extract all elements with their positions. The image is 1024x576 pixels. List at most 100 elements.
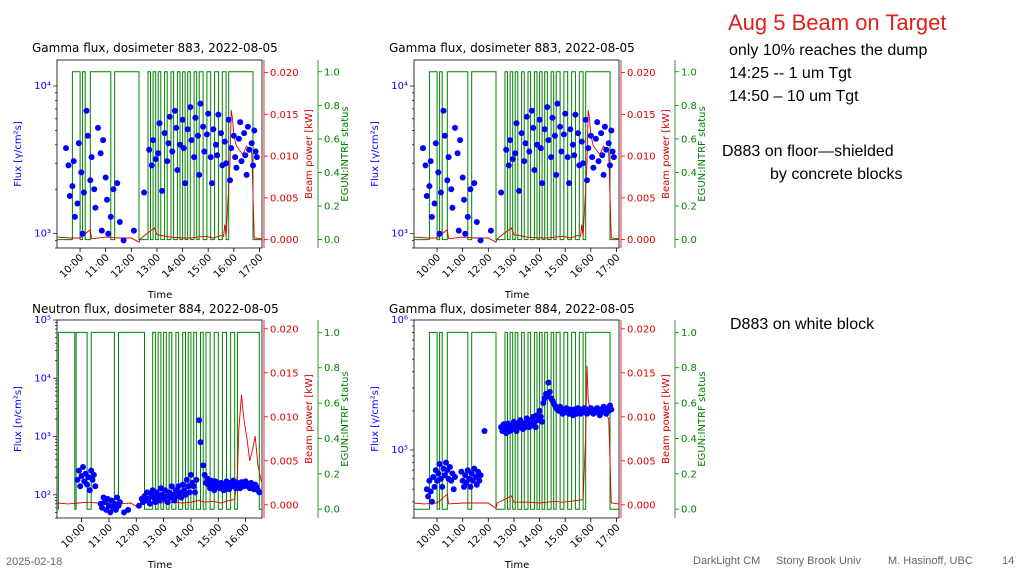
flux-point [590,164,597,171]
flux-point [74,200,81,207]
flux-point [196,171,203,178]
flux-point [498,189,505,196]
flux-point [187,471,194,478]
x-tick-label: 14:00 [161,252,189,280]
egun-tick-label: 1.0 [324,67,340,78]
flux-point [152,156,159,163]
flux-point [599,152,606,159]
x-tick-label: 11:00 [84,252,112,280]
note-floor-line1: D883 on floor—shielded [722,143,894,160]
x-tick-label: 14:00 [518,522,546,550]
flux-point [608,406,615,413]
series-beam-power [414,110,619,243]
flux-point [505,162,512,169]
beam-tick-label: 0.020 [627,68,656,79]
flux-point [221,138,228,145]
flux-point [174,167,181,173]
flux-point [459,174,466,181]
flux-point [594,119,601,126]
egun-tick-label: 0.4 [681,434,697,445]
flux-point [155,150,162,157]
flux-point [194,132,201,139]
x-tick-label: 13:00 [135,252,163,280]
x-tick-label: 11:00 [87,522,115,550]
flux-point [242,152,249,159]
plot-area [57,331,262,516]
flux-point [200,462,207,469]
flux-point [422,162,429,169]
beam-tick-label: 0.010 [627,152,656,163]
flux-point [75,467,82,474]
flux-point [566,180,572,187]
flux-point [193,476,200,483]
y-axis-label: Flux [γ/cm²s] [370,121,381,187]
chart-title: Gamma flux, dosimeter 884, 2022-08-05 [389,302,635,316]
y-tick-label: 10³ [34,229,51,240]
flux-point [230,132,237,139]
flux-point [607,162,613,169]
x-tick-label: 16:00 [569,252,597,280]
egun-axis-label: EGUN:INTRF status [697,371,708,466]
flux-point [477,237,484,244]
x-tick-label: 15:00 [196,522,224,550]
flux-point [97,150,104,157]
x-tick-label: 14:00 [169,522,197,550]
flux-point [220,487,227,494]
flux-point [168,483,175,490]
flux-point [146,500,153,507]
x-tick-label: 17:00 [237,252,265,280]
flux-point [159,187,166,194]
flux-point [512,150,519,157]
flux-point [92,204,99,211]
flux-point [440,107,447,114]
flux-point [74,476,81,483]
y-tick-label: 10⁵ [391,445,408,456]
x-tick-label: 10:00 [58,252,86,280]
egun-axis-label: EGUN:INTRF status [697,106,708,201]
flux-point [537,145,544,152]
flux-point [237,119,244,126]
flux-point [83,107,90,114]
flux-point [190,483,197,490]
chart-gamma-883-left: Gamma flux, dosimeter 883, 2022-08-05 10³… [0,40,360,302]
egun-tick-label: 0.2 [324,469,340,480]
x-tick-label: 12:00 [114,522,142,550]
flux-point [610,154,617,161]
note-white-block: D883 on white block [730,316,875,333]
flux-point [513,120,520,127]
flux-point [589,154,596,161]
flux-point [423,193,430,199]
flux-point [156,120,163,127]
flux-point [503,146,510,153]
flux-point [441,132,448,139]
x-tick-label: 17:00 [594,252,622,280]
flux-point [89,476,96,483]
flux-point [63,145,69,152]
flux-point [551,132,558,139]
x-tick-label: 10:00 [415,252,443,280]
plot-frame [413,59,620,249]
flux-point [518,130,525,137]
x-tick-label: 10:00 [60,522,88,550]
flux-point [92,483,99,490]
flux-point [98,227,105,234]
flux-point [536,116,543,123]
flux-point [136,502,142,509]
flux-point [105,230,112,237]
flux-point [227,177,233,184]
flux-point [218,130,224,137]
flux-point [545,379,552,386]
flux-point [120,237,127,244]
flux-point [180,145,187,152]
egun-tick-label: 0.4 [324,168,340,179]
egun-tick-label: 0.4 [324,434,340,445]
egun-tick-label: 0.2 [681,469,697,480]
egun-tick-label: 0.6 [324,134,340,145]
flux-point [91,186,98,193]
flux-point [549,114,556,121]
flux-point [441,472,448,479]
flux-point [192,114,199,121]
flux-point [201,148,208,155]
y-tick-label: 10² [34,490,51,501]
flux-point [164,499,171,506]
